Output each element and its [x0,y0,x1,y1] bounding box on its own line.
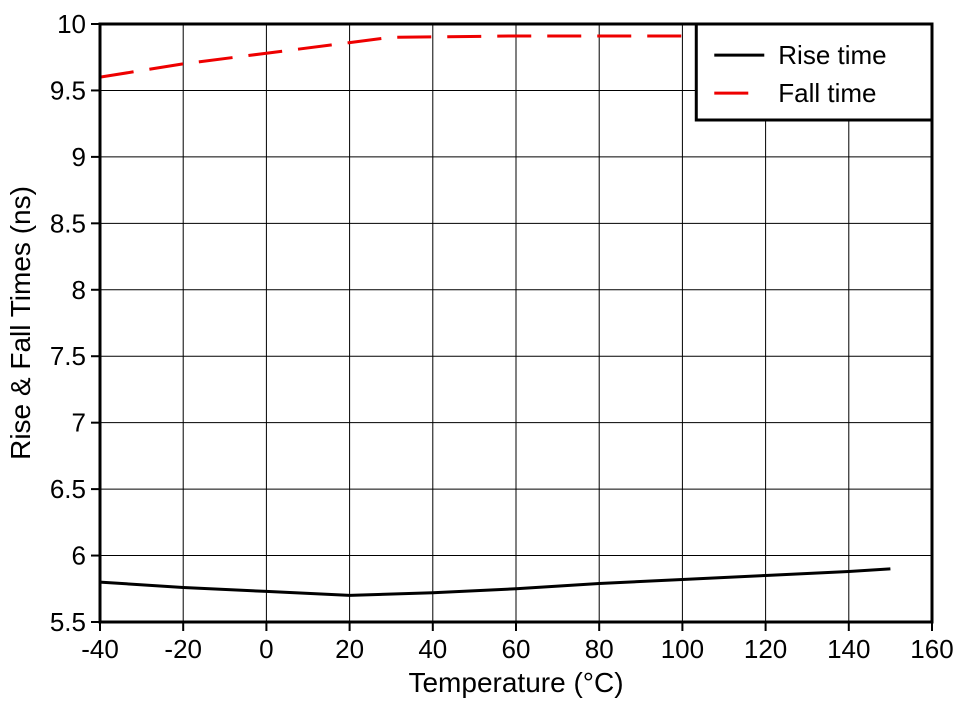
y-tick-label: 5.5 [50,607,86,637]
x-tick-label: 160 [910,634,953,664]
y-tick-label: 6 [72,541,86,571]
y-axis-label: Rise & Fall Times (ns) [5,186,36,460]
y-tick-label: 6.5 [50,474,86,504]
x-tick-label: 40 [418,634,447,664]
x-tick-label: 120 [744,634,787,664]
chart-container: -40 -20 0 20 40 60 80 100 120 140 160 5.5 6 6.5 7 7.5 8 8… [0,0,956,701]
x-tick-label: 0 [259,634,273,664]
x-tick-label: -40 [81,634,119,664]
legend-label: Fall time [778,78,876,108]
x-tick-label: 140 [827,634,870,664]
y-tick-label: 9 [72,142,86,172]
x-tick-label: 20 [335,634,364,664]
y-tick-label: 8.5 [50,208,86,238]
legend: Rise time Fall time [696,24,932,120]
y-tick-label: 7 [72,408,86,438]
y-tick-label: 8 [72,275,86,305]
x-axis-label: Temperature (°C) [408,667,623,698]
x-tick-label: 60 [502,634,531,664]
x-tick-label: 100 [661,634,704,664]
y-tick-label: 10 [57,9,86,39]
y-tick-label: 7.5 [50,341,86,371]
x-tick-label: 80 [585,634,614,664]
rise-fall-chart: -40 -20 0 20 40 60 80 100 120 140 160 5.5 6 6.5 7 7.5 8 8… [0,0,956,701]
x-tick-label: -20 [164,634,202,664]
y-tick-label: 9.5 [50,75,86,105]
legend-label: Rise time [778,40,886,70]
